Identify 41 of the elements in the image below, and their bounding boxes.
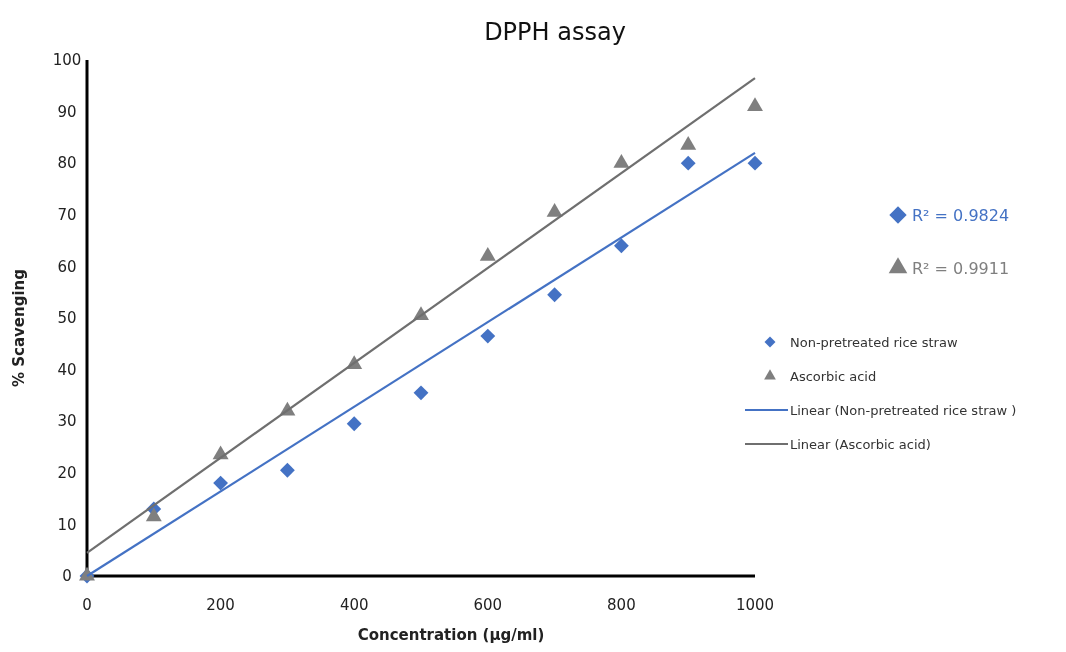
point xyxy=(413,385,429,401)
x-tick-label: 1000 xyxy=(735,596,775,614)
y-tick-label: 10 xyxy=(57,515,77,534)
x-tick-label: 600 xyxy=(473,596,503,614)
point xyxy=(480,328,496,344)
point xyxy=(680,155,696,171)
y-tick-label: 40 xyxy=(57,360,77,379)
point xyxy=(613,154,630,168)
y-tick-label: 100 xyxy=(52,51,82,70)
legend-label: Ascorbic acid xyxy=(790,368,877,384)
legend-label: Linear (Ascorbic acid) xyxy=(790,436,931,452)
x-axis-title: Concentration (μg/ml) xyxy=(357,626,545,644)
text: R² = 0.9824 xyxy=(912,205,1010,225)
point xyxy=(213,475,229,491)
point xyxy=(547,287,563,303)
point xyxy=(613,238,629,254)
x-tick-label: 800 xyxy=(607,596,636,614)
point xyxy=(145,507,162,522)
point xyxy=(747,97,763,112)
y-tick-label: 70 xyxy=(57,206,77,225)
y-tick-label: 60 xyxy=(57,257,77,276)
y-tick-label: 20 xyxy=(57,464,77,483)
y-tick-label: 0 xyxy=(62,567,72,586)
legend-label: Non-pretreated rice straw xyxy=(790,334,958,350)
text: R² = 0.9911 xyxy=(912,258,1010,278)
point xyxy=(479,246,496,261)
x-tick-label: 200 xyxy=(206,596,235,614)
point xyxy=(680,135,697,150)
y-tick-label: 30 xyxy=(57,412,77,431)
point xyxy=(546,203,563,217)
y-axis-title: % Scavenging xyxy=(10,269,28,387)
y-tick-label: 80 xyxy=(57,154,77,173)
x-tick-label: 400 xyxy=(339,596,369,614)
y-tick-label: 90 xyxy=(57,102,77,121)
point xyxy=(279,462,295,478)
legend-label: Linear (Non-pretreated rice straw ) xyxy=(790,402,1017,418)
y-tick-label: 50 xyxy=(57,309,77,328)
point xyxy=(346,416,362,432)
x-tick-label: 0 xyxy=(82,596,92,614)
point xyxy=(747,155,763,171)
chart-title: DPPH assay xyxy=(484,18,626,46)
